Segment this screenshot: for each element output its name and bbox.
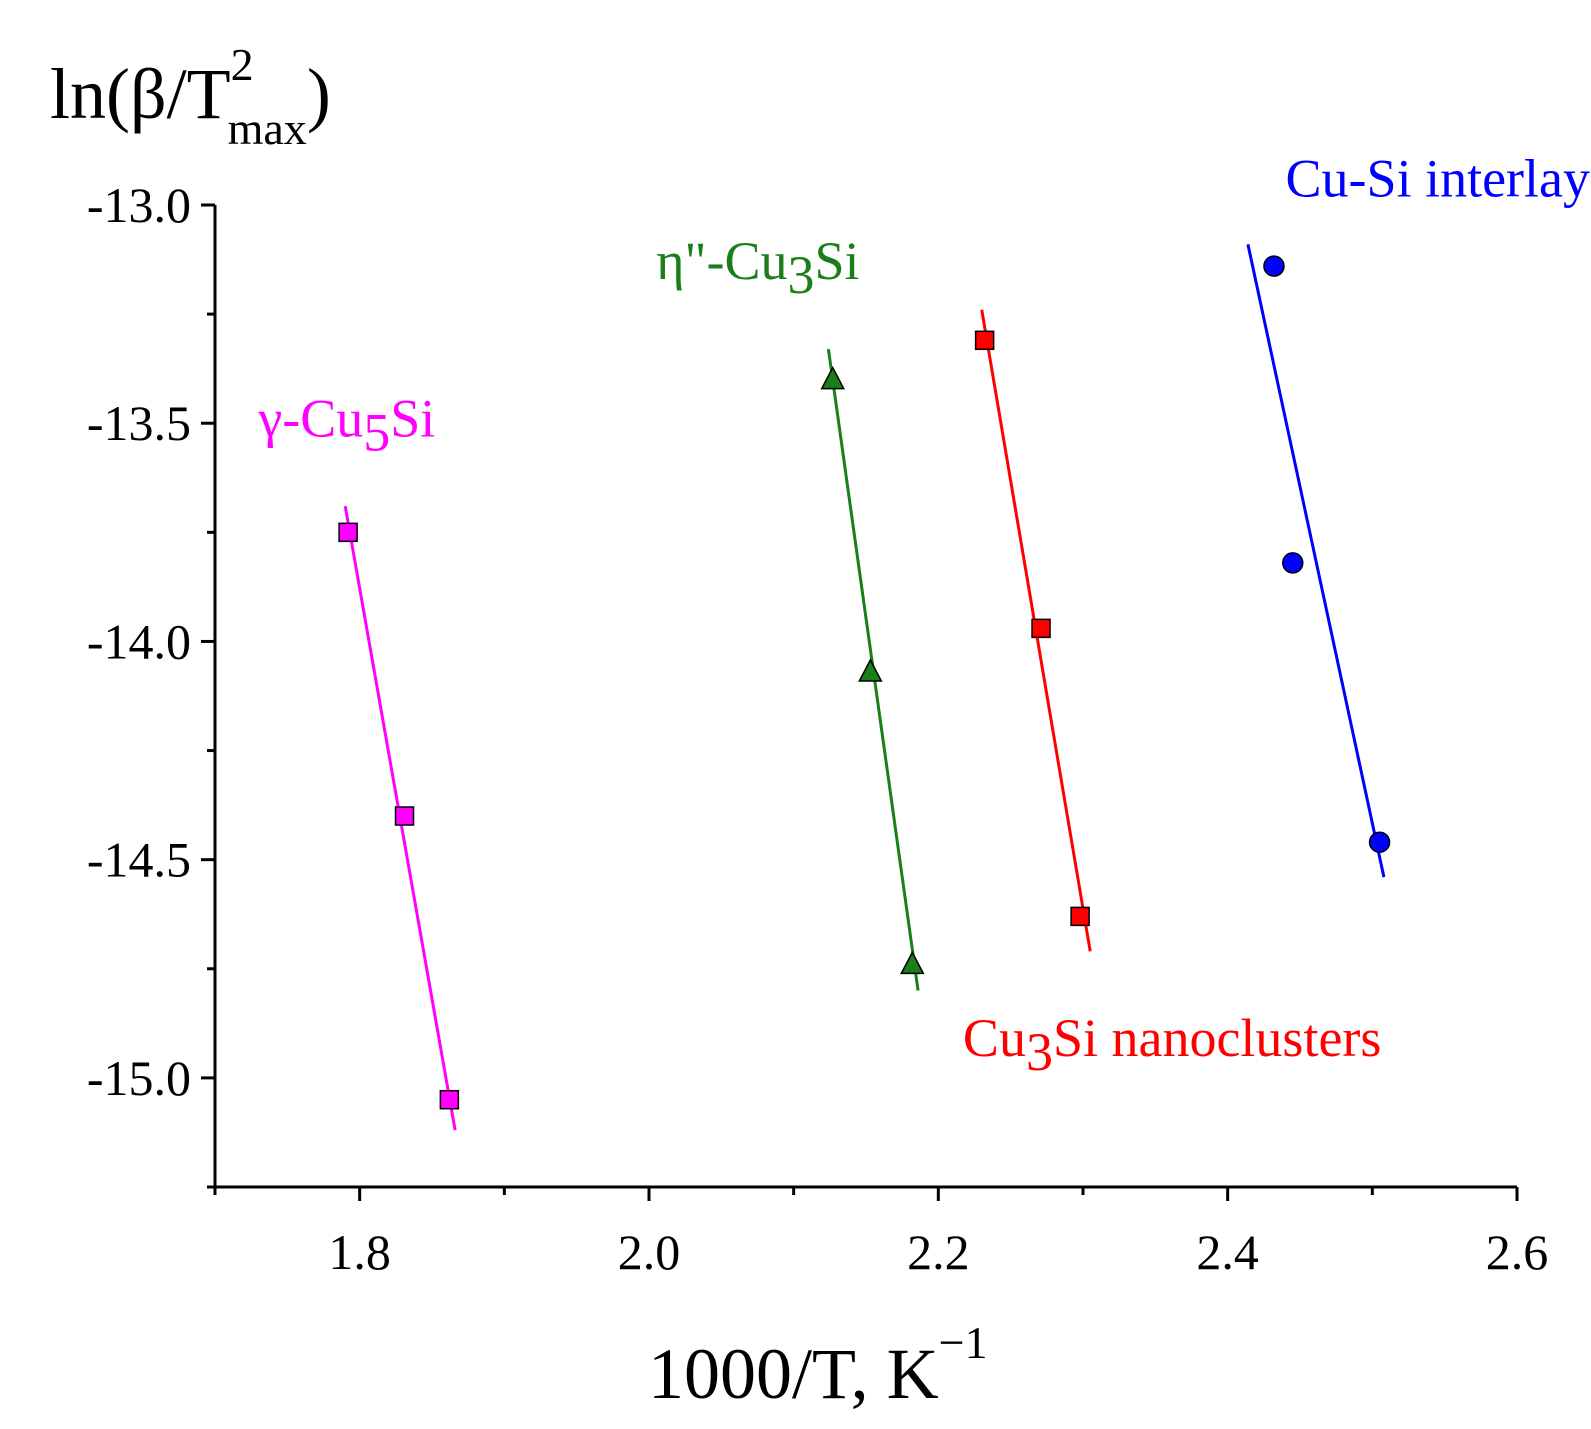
series-label-text: Cu-Si interlayer: [1286, 148, 1591, 208]
data-point-cu3si: [1031, 618, 1051, 639]
data-point-cu3si: [974, 330, 995, 351]
data-point-gamma: [394, 806, 415, 826]
data-point-eta: [820, 365, 845, 390]
x-tick-label: 2.0: [618, 1224, 681, 1280]
x-tick-label: 2.6: [1486, 1224, 1549, 1280]
x-tick-label: 1.8: [328, 1224, 391, 1280]
fit-line-interlayer: [1246, 243, 1386, 878]
y-tick-label: -13.0: [87, 177, 191, 233]
y-axis-title-prefix: ln(β/T: [50, 54, 231, 134]
x-axis-title-sup: −1: [939, 1317, 988, 1368]
series-label-subscript: 3: [788, 245, 815, 305]
series-label-text-end: Si: [815, 231, 860, 291]
data-point-cu3si: [1070, 906, 1090, 927]
data-point-interlayer: [1368, 831, 1391, 853]
ticks: 1.8 2.0 2.2 2.4 2.6 -13.0 -13.5 -14.0 -14.5 -15.0: [87, 177, 1548, 1280]
data-point-gamma: [439, 1089, 460, 1110]
data-point-eta: [900, 950, 925, 975]
y-axis-title-sub: max: [228, 103, 307, 154]
series-label-cu3si: Cu3Si nanoclusters: [963, 1008, 1382, 1082]
series-label-eta: η"-Cu3Si: [656, 231, 859, 305]
series-label-text-end: Si: [390, 388, 435, 448]
fit-lines: [343, 243, 1386, 1131]
x-axis-title-main: 1000/T, K: [648, 1334, 939, 1414]
series-label-gamma: γ-Cu5Si: [257, 388, 435, 462]
series-label-text: γ-Cu: [257, 388, 363, 448]
series-label-text: η"-Cu: [656, 231, 787, 291]
data-point-interlayer: [1263, 255, 1285, 277]
y-tick-label: -14.5: [87, 832, 191, 888]
data-point-eta: [858, 658, 883, 682]
y-tick-label: -13.5: [87, 395, 191, 451]
x-axis-title: 1000/T, K−1: [648, 1317, 988, 1414]
y-axis-title: ln(β/T2 max): [50, 39, 331, 154]
data-point-gamma: [338, 522, 358, 543]
axes: [213, 205, 1517, 1189]
series-label-text-end: Si nanoclusters: [1053, 1008, 1381, 1068]
series-label-text: Cu: [963, 1008, 1026, 1068]
series-label-subscript: 5: [363, 402, 390, 462]
series-label-subscript: 3: [1026, 1022, 1053, 1082]
series-label-interlayer: Cu-Si interlayer: [1286, 148, 1591, 208]
y-axis-title-sup: 2: [231, 39, 254, 90]
x-tick-label: 2.2: [907, 1224, 970, 1280]
y-tick-label: -14.0: [87, 613, 191, 669]
x-tick-label: 2.4: [1196, 1224, 1259, 1280]
y-tick-label: -15.0: [87, 1050, 191, 1106]
y-axis-title-suffix: ): [307, 54, 331, 134]
data-points: [338, 255, 1391, 1110]
data-point-interlayer: [1282, 552, 1304, 574]
